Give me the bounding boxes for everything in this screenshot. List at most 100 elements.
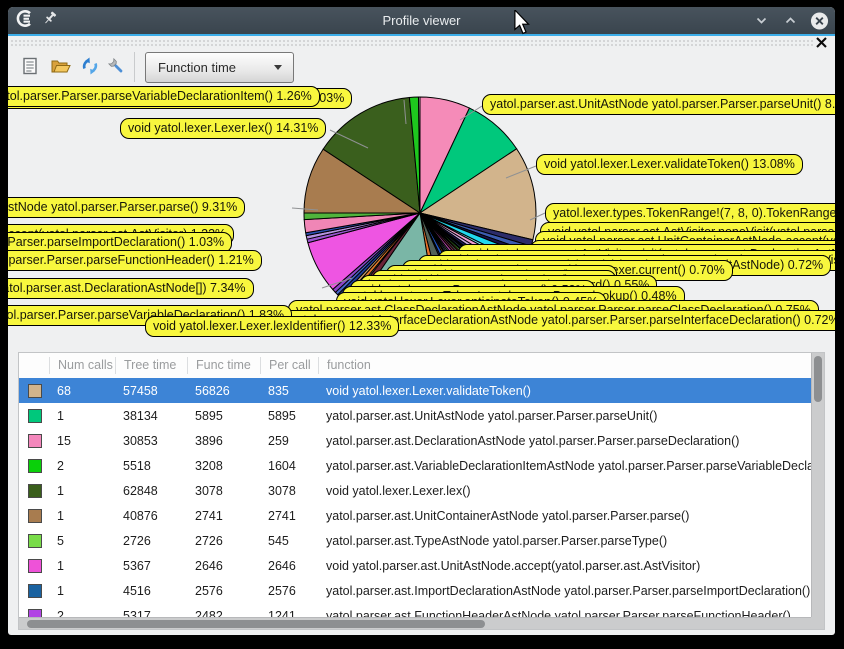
cell-func_time: 3208	[195, 458, 223, 473]
label-leader-line	[321, 277, 353, 289]
column-header-Func time[interactable]: Func time	[187, 357, 260, 374]
close-button[interactable]	[810, 11, 829, 30]
pie-slice[interactable]	[322, 96, 421, 214]
pie-callout-label: void yatol.lexer.Lexer.validateToken() 1…	[536, 154, 803, 175]
label-leader-line	[329, 129, 369, 149]
minimize-button[interactable]	[752, 11, 771, 30]
label-leader-line	[529, 212, 546, 221]
pie-callout-label: yatol.lexer.types.TokenRange!(7, 8, 0).T…	[545, 203, 835, 224]
refresh-icon[interactable]	[80, 56, 100, 76]
cell-per_call: 259	[268, 433, 289, 448]
table-header: Num calls Tree time Func time Per call funct…	[19, 353, 824, 378]
label-leader-line	[505, 165, 537, 179]
column-header-Num calls[interactable]: Num calls	[49, 357, 115, 374]
function-color-swatch	[28, 458, 42, 473]
panel-close-icon[interactable]	[815, 36, 829, 50]
cell-function: void yatol.lexer.Lexer.validateToken()	[326, 383, 531, 398]
pie-callout-label: yatol.parser.ast.UnitAstNode yatol.parse…	[482, 94, 835, 115]
pie-slice[interactable]	[418, 96, 421, 214]
table-row[interactable]: 5 2726 2726 545 yatol.parser.ast.TypeAstNode…	[19, 528, 824, 553]
cell-tree_time: 38134	[123, 408, 158, 423]
table-body: 68 57458 56826 835 void yatol.lexer.Lexer.va…	[19, 378, 824, 628]
cell-func_time: 56826	[195, 383, 230, 398]
table-row[interactable]: 2 5518 3208 1604 yatol.parser.ast.VariableDe…	[19, 453, 824, 478]
cell-func_time: 3896	[195, 433, 223, 448]
cell-function: yatol.parser.ast.ImportDeclarationAstNod…	[326, 583, 811, 598]
cell-func_time: 2741	[195, 508, 223, 523]
cell-num_calls: 15	[57, 433, 71, 448]
pie-callout-label: void yatol.parser.Parser.parseDeclaratio…	[8, 278, 254, 299]
cell-tree_time: 4516	[123, 583, 151, 598]
function-color-swatch	[28, 408, 42, 423]
column-header-color[interactable]	[19, 357, 49, 374]
label-leader-line	[291, 207, 319, 211]
vertical-scrollbar-thumb[interactable]	[814, 356, 822, 402]
table-row[interactable]: 1 40876 2741 2741 yatol.parser.ast.UnitConta…	[19, 503, 824, 528]
cell-per_call: 2576	[268, 583, 296, 598]
wrench-icon[interactable]	[106, 56, 126, 76]
maximize-button[interactable]	[781, 11, 800, 30]
scrollbar-corner	[811, 617, 824, 629]
function-color-swatch	[28, 533, 42, 548]
pie-callout-label: yatol.parser.ast.InterfaceDeclarationAst…	[282, 310, 835, 331]
cell-function: yatol.parser.ast.UnitAstNode yatol.parse…	[326, 408, 658, 423]
label-leader-line	[459, 105, 483, 121]
cell-function: yatol.parser.ast.TypeAstNode yatol.parse…	[326, 533, 668, 548]
function-color-swatch	[28, 558, 42, 573]
function-color-swatch	[28, 508, 42, 523]
cell-func_time: 2646	[195, 558, 223, 573]
column-header-Tree time[interactable]: Tree time	[115, 357, 187, 374]
cell-tree_time: 5367	[123, 558, 151, 573]
cell-tree_time: 40876	[123, 508, 158, 523]
cell-tree_time: 57458	[123, 383, 158, 398]
function-color-swatch	[28, 433, 42, 448]
pie-callout-label: yatol.parser.ast.FunctionHeaderAstNode y…	[8, 250, 262, 271]
report-list-icon[interactable]	[20, 56, 40, 76]
window-title: Profile viewer	[382, 13, 461, 28]
vertical-scrollbar[interactable]	[811, 353, 824, 617]
table-row[interactable]: 1 62848 3078 3078 void yatol.lexer.Lexer.lex…	[19, 478, 824, 503]
column-header-Per call[interactable]: Per call	[260, 357, 318, 374]
horizontal-scrollbar-thumb[interactable]	[27, 620, 485, 628]
mouse-cursor	[513, 8, 531, 41]
function-color-swatch	[28, 583, 42, 598]
label-leader-line	[403, 99, 407, 125]
cell-num_calls: 1	[57, 558, 64, 573]
table-row[interactable]: 68 57458 56826 835 void yatol.lexer.Lexer.va…	[19, 378, 824, 403]
cell-num_calls: 5	[57, 533, 64, 548]
cell-tree_time: 5518	[123, 458, 151, 473]
app-logo-icon[interactable]	[15, 9, 34, 33]
cell-num_calls: 1	[57, 408, 64, 423]
pie-callout-label: yatol.parser.ast.UnitContainerAstNode ya…	[8, 197, 246, 218]
view-mode-dropdown[interactable]: Function time	[145, 52, 294, 83]
cell-num_calls: 2	[57, 608, 64, 623]
titlebar[interactable]: Profile viewer	[8, 7, 835, 35]
cell-num_calls: 2	[57, 458, 64, 473]
cell-num_calls: 1	[57, 583, 64, 598]
horizontal-scrollbar[interactable]	[19, 617, 811, 629]
accent-line	[8, 34, 835, 36]
cell-function: void yatol.parser.ast.UnitAstNode.accept…	[326, 558, 701, 573]
function-color-swatch	[28, 383, 42, 398]
table-row[interactable]: 1 38134 5895 5895 yatol.parser.ast.UnitAstNo…	[19, 403, 824, 428]
pie-callout-label: yatol.parser.ast.VariableDeclarationItem…	[8, 86, 320, 107]
cell-per_call: 1604	[268, 458, 296, 473]
main-content: Function time yatol.parser.ast.Declarati…	[8, 36, 835, 635]
pie-slice[interactable]	[418, 148, 537, 241]
dock-handle[interactable]	[10, 39, 815, 47]
cell-num_calls: 68	[57, 383, 71, 398]
cell-function: yatol.parser.ast.VariableDeclarationItem…	[326, 458, 824, 473]
profile-viewer-window: Profile viewer	[8, 7, 835, 635]
cell-tree_time: 62848	[123, 483, 158, 498]
table-row[interactable]: 1 5367 2646 2646 void yatol.parser.ast.UnitA…	[19, 553, 824, 578]
cell-tree_time: 2726	[123, 533, 151, 548]
cell-num_calls: 1	[57, 483, 64, 498]
pin-icon[interactable]	[42, 10, 58, 31]
column-header-function[interactable]: function	[318, 357, 824, 374]
table-row[interactable]: 15 30853 3896 259 yatol.parser.ast.Declarati…	[19, 428, 824, 453]
chevron-down-icon	[274, 65, 282, 70]
open-folder-icon[interactable]	[50, 56, 71, 76]
cell-per_call: 545	[268, 533, 289, 548]
table-row[interactable]: 1 4516 2576 2576 yatol.parser.ast.ImportDecl…	[19, 578, 824, 603]
cell-func_time: 5895	[195, 408, 223, 423]
